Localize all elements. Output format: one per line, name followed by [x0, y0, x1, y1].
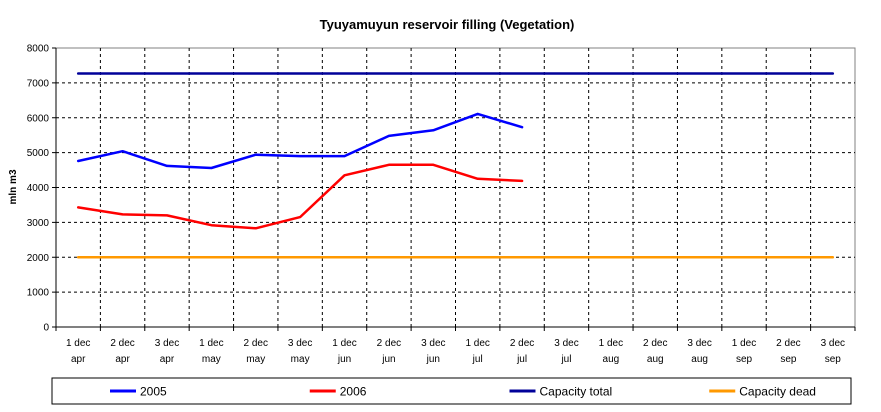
x-tick-label-month: jun — [426, 354, 440, 365]
x-tick-label-decade: 1 dec — [732, 338, 756, 349]
x-tick-label-month: aug — [647, 354, 664, 365]
legend-label: Capacity total — [540, 385, 613, 399]
x-tick-label-month: apr — [160, 354, 175, 365]
x-tick-label-month: jul — [472, 354, 483, 365]
x-tick-label-month: sep — [825, 354, 842, 365]
x-tick-label-decade: 1 dec — [332, 338, 356, 349]
y-tick-label: 4000 — [27, 183, 50, 194]
legend-box — [51, 377, 852, 405]
x-tick-label-month: apr — [71, 354, 86, 365]
x-tick-label-month: may — [291, 354, 310, 365]
x-tick-label-month: may — [202, 354, 221, 365]
y-tick-label: 8000 — [27, 44, 50, 55]
x-tick-label-decade: 2 dec — [244, 338, 268, 349]
series-line-2006 — [76, 163, 524, 230]
x-tick-label-decade: 1 dec — [465, 338, 489, 349]
legend: 2005 2006 Capacity total Capacity dead — [51, 377, 852, 405]
x-tick-label-month: sep — [736, 354, 753, 365]
y-tick-label: 5000 — [27, 148, 50, 159]
x-tick-label-decade: 3 dec — [554, 338, 578, 349]
x-tick-label-decade: 1 dec — [66, 338, 90, 349]
x-tick-label-decade: 2 dec — [377, 338, 401, 349]
y-tick-label: 3000 — [27, 218, 50, 229]
y-tick-label: 2000 — [27, 253, 50, 264]
y-tick-label: 7000 — [27, 78, 50, 89]
x-tick-label-decade: 3 dec — [155, 338, 179, 349]
x-tick-label-month: apr — [115, 354, 130, 365]
x-tick-label-decade: 3 dec — [421, 338, 445, 349]
legend-label: Capacity dead — [739, 385, 816, 399]
series-line-2005 — [76, 112, 524, 170]
x-tick-label-decade: 2 dec — [776, 338, 800, 349]
x-tick-label-month: jul — [560, 354, 571, 365]
x-tick-label-decade: 3 dec — [821, 338, 845, 349]
x-tick-label-month: jun — [337, 354, 351, 365]
x-tick-label-decade: 2 dec — [643, 338, 667, 349]
legend-label: 2005 — [140, 385, 167, 399]
x-tick-label-month: jul — [516, 354, 527, 365]
x-tick-label-month: aug — [603, 354, 620, 365]
legend-label: 2006 — [340, 385, 367, 399]
x-tick-label-decade: 1 dec — [199, 338, 223, 349]
x-tick-label-decade: 2 dec — [110, 338, 134, 349]
x-tick-label-decade: 2 dec — [510, 338, 534, 349]
x-tick-label-month: sep — [780, 354, 797, 365]
y-tick-label: 1000 — [27, 288, 50, 299]
chart-title: Tyuyamuyun reservoir filling (Vegetation… — [320, 17, 575, 32]
x-tick-label-month: may — [246, 354, 265, 365]
x-tick-label-decade: 3 dec — [288, 338, 312, 349]
y-axis-label: mln m3 — [8, 169, 19, 204]
y-tick-label: 0 — [43, 323, 49, 334]
y-tick-label: 6000 — [27, 113, 50, 124]
x-tick-label-month: aug — [691, 354, 708, 365]
x-tick-label-month: jun — [381, 354, 395, 365]
x-tick-label-decade: 1 dec — [599, 338, 623, 349]
plot-area: 0 1000 2000 3000 4000 5000 6000 7000 8000 1 dec ap… — [27, 44, 856, 365]
x-tick-label-decade: 3 dec — [687, 338, 711, 349]
